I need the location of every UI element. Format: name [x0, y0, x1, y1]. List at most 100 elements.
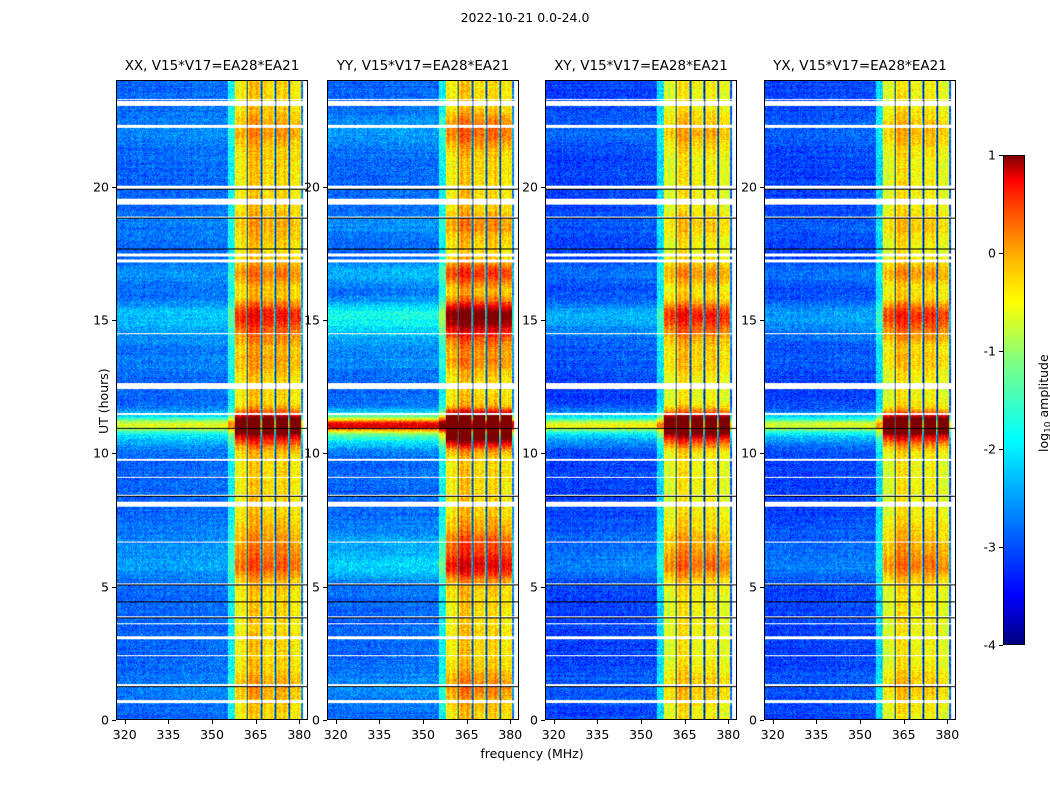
x-tick-mark — [772, 720, 774, 724]
colorbar[interactable] — [1003, 155, 1025, 645]
x-tick-mark — [299, 720, 301, 724]
colorbar-tick-label: 1 — [988, 147, 996, 163]
y-tick-mark — [323, 320, 327, 321]
spectrogram-xy — [546, 81, 736, 719]
y-tick-label: 5 — [101, 579, 109, 595]
y-tick-label: 10 — [304, 445, 320, 461]
y-tick-label: 0 — [530, 712, 538, 728]
y-tick-label: 0 — [312, 712, 320, 728]
y-tick-label: 10 — [741, 445, 757, 461]
x-tick-mark — [816, 720, 818, 724]
x-tick-label: 380 — [287, 727, 312, 742]
x-tick-mark — [860, 720, 861, 724]
x-tick-label: 320 — [323, 727, 348, 742]
colorbar-label-sub: 10 — [1043, 421, 1050, 433]
x-tick-mark — [684, 720, 686, 724]
y-tick-mark — [541, 320, 545, 321]
panel-title-xy: XY, V15*V17=EA28*EA21 — [554, 58, 728, 74]
y-tick-mark — [112, 586, 116, 588]
x-tick-mark — [255, 720, 257, 724]
x-tick-label: 335 — [156, 727, 181, 742]
y-tick-label: 10 — [522, 445, 538, 461]
y-tick-label: 5 — [530, 579, 538, 595]
panel-xy[interactable] — [545, 80, 737, 720]
x-tick-label: 350 — [411, 727, 435, 742]
y-tick-mark — [760, 720, 764, 721]
colorbar-tick-mark — [999, 253, 1003, 254]
panel-title-xx: XX, V15*V17=EA28*EA21 — [124, 58, 300, 74]
y-tick-mark — [541, 453, 545, 455]
colorbar-tick-label: -4 — [983, 637, 996, 653]
colorbar-tick-label: -1 — [983, 343, 996, 359]
y-axis-label: UT (hours) — [96, 368, 111, 434]
x-tick-label: 350 — [848, 727, 872, 742]
y-tick-mark — [760, 453, 764, 455]
x-tick-label: 320 — [760, 727, 785, 742]
x-tick-label: 365 — [243, 727, 268, 742]
x-tick-mark — [641, 720, 642, 724]
panel-xx[interactable] — [116, 80, 308, 720]
x-tick-mark — [124, 720, 126, 724]
panel-title-yx: YX, V15*V17=EA28*EA21 — [773, 58, 947, 74]
y-tick-label: 5 — [312, 579, 320, 595]
colorbar-tick-mark — [999, 449, 1003, 450]
y-tick-label: 5 — [749, 579, 757, 595]
colorbar-label: log10 amplitude — [1036, 354, 1050, 452]
y-tick-label: 20 — [741, 179, 757, 195]
y-tick-mark — [112, 320, 116, 321]
y-tick-label: 0 — [749, 712, 757, 728]
y-tick-mark — [760, 320, 764, 321]
y-tick-label: 0 — [101, 712, 109, 728]
panel-yy[interactable] — [327, 80, 519, 720]
y-tick-mark — [541, 586, 545, 588]
x-tick-label: 380 — [716, 727, 741, 742]
y-tick-mark — [323, 453, 327, 455]
y-tick-mark — [760, 186, 764, 188]
spectrogram-xx — [117, 81, 307, 719]
y-tick-label: 15 — [304, 312, 320, 328]
colorbar-label-prefix: log — [1036, 432, 1050, 452]
x-tick-label: 365 — [891, 727, 916, 742]
x-tick-label: 350 — [629, 727, 653, 742]
x-tick-label: 335 — [367, 727, 392, 742]
y-tick-label: 10 — [93, 445, 109, 461]
x-tick-label: 380 — [935, 727, 960, 742]
x-tick-label: 335 — [804, 727, 829, 742]
x-tick-mark — [379, 720, 381, 724]
y-tick-label: 15 — [522, 312, 538, 328]
x-tick-mark — [597, 720, 599, 724]
y-tick-label: 20 — [522, 179, 538, 195]
spectrogram-yy — [328, 81, 518, 719]
colorbar-tick-mark — [999, 645, 1003, 646]
colorbar-tick-label: -3 — [983, 539, 996, 555]
y-tick-mark — [541, 186, 545, 188]
y-tick-label: 20 — [304, 179, 320, 195]
x-tick-label: 320 — [541, 727, 566, 742]
y-tick-mark — [112, 720, 116, 721]
x-tick-mark — [553, 720, 555, 724]
panel-title-yy: YY, V15*V17=EA28*EA21 — [336, 58, 510, 74]
x-tick-label: 320 — [112, 727, 137, 742]
y-tick-label: 15 — [741, 312, 757, 328]
y-tick-mark — [323, 186, 327, 188]
x-tick-mark — [212, 720, 213, 724]
x-tick-mark — [510, 720, 512, 724]
panel-yx[interactable] — [764, 80, 956, 720]
x-tick-mark — [903, 720, 905, 724]
colorbar-tick-mark — [999, 155, 1003, 156]
spectrogram-yx — [765, 81, 955, 719]
x-tick-label: 365 — [454, 727, 479, 742]
colorbar-tick-mark — [999, 547, 1003, 548]
y-tick-label: 20 — [93, 179, 109, 195]
colorbar-tick-mark — [999, 351, 1003, 352]
x-tick-mark — [947, 720, 949, 724]
x-tick-label: 380 — [498, 727, 523, 742]
colorbar-tick-label: -2 — [983, 441, 996, 457]
y-tick-mark — [112, 453, 116, 455]
y-tick-mark — [760, 586, 764, 588]
y-tick-mark — [541, 720, 545, 721]
y-tick-mark — [323, 586, 327, 588]
y-tick-mark — [323, 720, 327, 721]
x-tick-mark — [168, 720, 170, 724]
